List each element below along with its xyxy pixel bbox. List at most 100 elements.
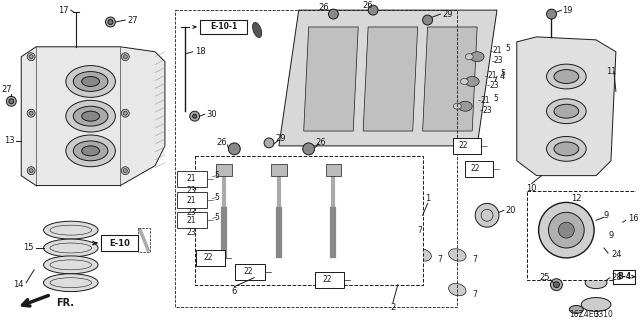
Bar	[527, 190, 636, 280]
Text: 28: 28	[611, 273, 621, 282]
Ellipse shape	[66, 100, 115, 132]
Ellipse shape	[460, 78, 468, 84]
Bar	[271, 164, 287, 176]
Bar	[196, 250, 225, 266]
Circle shape	[554, 282, 559, 288]
Bar	[195, 156, 422, 285]
Circle shape	[193, 114, 196, 118]
Text: 1: 1	[425, 194, 430, 203]
Ellipse shape	[44, 239, 98, 257]
Text: 23: 23	[494, 56, 504, 65]
Ellipse shape	[414, 249, 431, 261]
Bar	[315, 272, 344, 288]
Text: 16Z4E0310: 16Z4E0310	[569, 310, 613, 319]
Text: 16: 16	[628, 214, 639, 223]
Text: 9: 9	[609, 231, 614, 240]
Ellipse shape	[73, 106, 108, 126]
Circle shape	[475, 204, 499, 227]
Text: 30: 30	[207, 110, 217, 119]
Text: 10: 10	[527, 184, 537, 193]
Ellipse shape	[581, 298, 611, 311]
Text: 21: 21	[487, 71, 497, 80]
Ellipse shape	[547, 137, 586, 161]
Text: 21: 21	[187, 174, 196, 183]
Polygon shape	[363, 27, 418, 131]
Text: 26: 26	[316, 139, 326, 148]
Text: 14: 14	[13, 280, 23, 289]
Circle shape	[550, 279, 563, 291]
Text: 18: 18	[195, 47, 205, 56]
Text: 23: 23	[187, 208, 196, 217]
Ellipse shape	[326, 261, 340, 269]
Ellipse shape	[458, 101, 472, 111]
Circle shape	[368, 5, 378, 15]
Text: 5: 5	[214, 171, 219, 180]
Text: 5: 5	[493, 94, 498, 103]
Ellipse shape	[547, 64, 586, 89]
Text: 9: 9	[604, 211, 609, 220]
Circle shape	[108, 20, 113, 25]
Bar	[138, 228, 150, 252]
Bar	[216, 164, 232, 176]
Text: 5: 5	[214, 213, 219, 222]
Ellipse shape	[554, 69, 579, 84]
Text: 21: 21	[492, 46, 502, 55]
Ellipse shape	[44, 256, 98, 274]
Text: 23: 23	[187, 186, 196, 195]
Text: 12: 12	[571, 194, 582, 203]
Ellipse shape	[218, 261, 231, 269]
Ellipse shape	[82, 111, 100, 121]
Bar	[175, 10, 458, 308]
Circle shape	[9, 99, 14, 104]
Polygon shape	[279, 10, 497, 146]
Bar	[100, 235, 138, 251]
Text: 7: 7	[438, 255, 442, 264]
Text: 20: 20	[505, 206, 515, 215]
Text: 25: 25	[540, 273, 550, 282]
Text: 26: 26	[363, 1, 373, 10]
Text: 23: 23	[187, 228, 196, 236]
Text: 5: 5	[500, 69, 505, 78]
Text: 22: 22	[204, 253, 213, 262]
Ellipse shape	[547, 99, 586, 124]
Ellipse shape	[82, 76, 100, 86]
Text: E-10: E-10	[109, 238, 130, 248]
Text: FR.: FR.	[56, 298, 74, 308]
Text: 26: 26	[318, 3, 329, 12]
Text: 17: 17	[58, 6, 69, 15]
Circle shape	[122, 109, 129, 117]
Ellipse shape	[66, 66, 115, 97]
Text: 19: 19	[563, 6, 573, 15]
Circle shape	[27, 53, 35, 61]
Text: 7: 7	[472, 290, 477, 299]
Circle shape	[6, 96, 16, 106]
Circle shape	[122, 53, 129, 61]
Ellipse shape	[394, 219, 412, 231]
Polygon shape	[422, 27, 477, 131]
Bar	[177, 193, 207, 208]
Text: 7: 7	[418, 226, 422, 235]
Circle shape	[124, 111, 127, 115]
Bar	[465, 161, 493, 177]
Text: 3: 3	[593, 310, 599, 319]
Polygon shape	[304, 27, 358, 131]
Ellipse shape	[66, 135, 115, 167]
Polygon shape	[516, 37, 616, 176]
Circle shape	[29, 111, 33, 115]
Circle shape	[29, 169, 33, 173]
Ellipse shape	[82, 146, 100, 156]
Ellipse shape	[73, 72, 108, 92]
Text: 2: 2	[390, 303, 396, 312]
Ellipse shape	[570, 306, 583, 313]
Text: 22: 22	[458, 141, 468, 150]
Text: 4: 4	[500, 72, 505, 81]
Text: 29: 29	[442, 10, 453, 19]
Circle shape	[559, 222, 574, 238]
Text: 22: 22	[243, 267, 253, 276]
Circle shape	[122, 167, 129, 175]
Circle shape	[124, 169, 127, 173]
Text: 27: 27	[1, 85, 12, 94]
Text: 23: 23	[489, 81, 499, 90]
Bar	[326, 164, 341, 176]
Text: E-10-1: E-10-1	[210, 22, 237, 31]
